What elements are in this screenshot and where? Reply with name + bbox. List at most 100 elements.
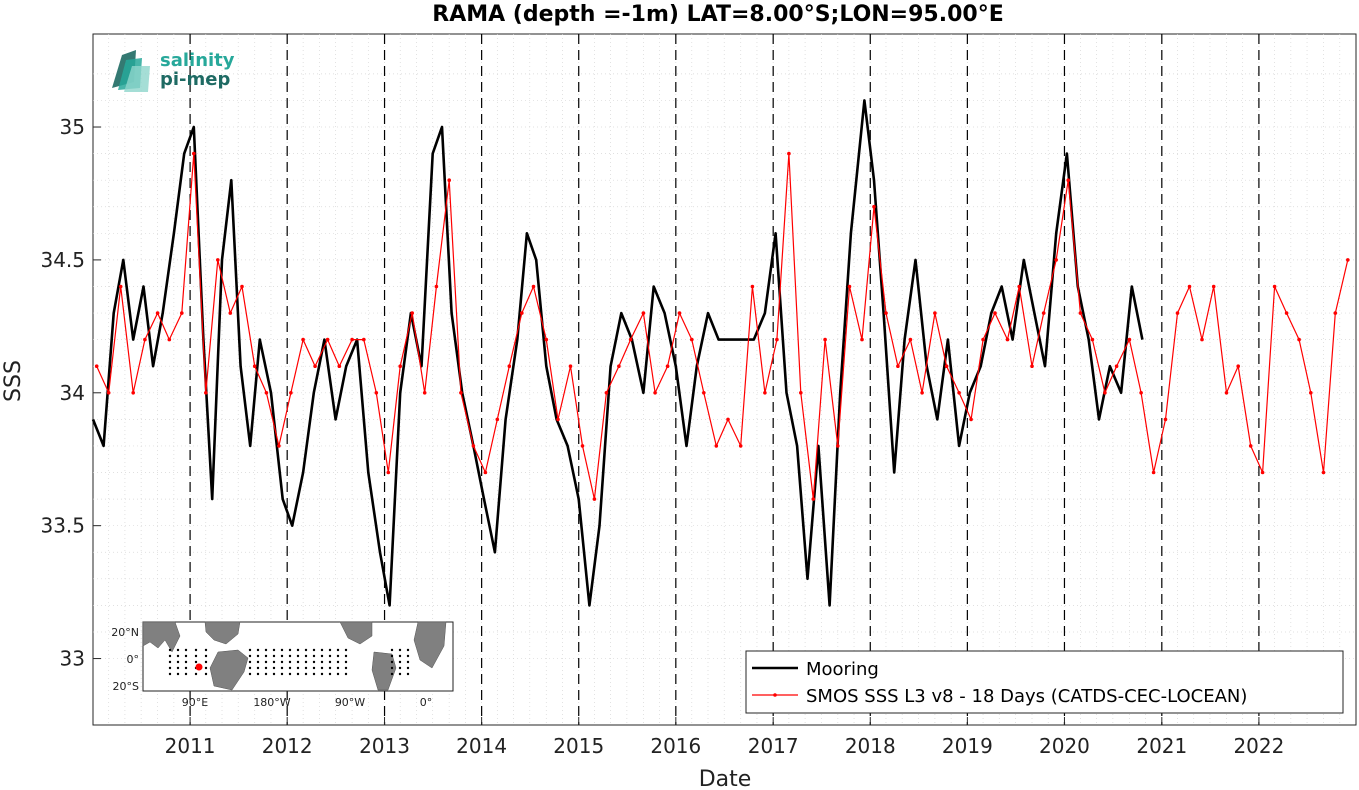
inset-buoy-dot — [390, 672, 394, 676]
inset-buoy-dot — [204, 648, 208, 652]
inset-buoy-dot — [398, 660, 402, 664]
inset-buoy-dot — [168, 666, 172, 670]
data-point-smos — [495, 417, 500, 422]
logo-text-salinity: salinity — [160, 50, 235, 71]
inset-buoy-dot — [184, 660, 188, 664]
inset-buoy-dot — [304, 660, 308, 664]
inset-buoy-dot — [168, 648, 172, 652]
data-point-smos — [592, 497, 597, 501]
inset-buoy-dot — [320, 654, 324, 658]
x-tick-label-2018: 2018 — [845, 734, 896, 758]
inset-buoy-dot — [304, 666, 308, 670]
data-point-smos — [969, 417, 973, 422]
y-tick-label-33.5: 33.5 — [40, 514, 85, 538]
legend: Mooring SMOS SSS L3 v8 - 18 Days (CATDS-… — [745, 650, 1344, 714]
chart-title: RAMA (depth =-1m) LAT=8.00°S;LON=95.00°E — [432, 2, 1003, 27]
inset-buoy-dot — [344, 672, 348, 676]
inset-buoy-dot — [328, 672, 332, 676]
x-axis: 2011 2012 2013 2014 2015 2016 2017 2018 2019 2020… — [165, 717, 1284, 758]
legend-box — [745, 650, 1344, 714]
x-tick-label-2022: 2022 — [1233, 734, 1284, 758]
data-point-smos — [313, 364, 317, 369]
inset-buoy-dot — [398, 672, 402, 676]
data-point-smos — [665, 364, 670, 369]
data-point-smos — [447, 178, 452, 182]
data-point-smos — [1309, 391, 1313, 395]
data-point-smos — [920, 391, 924, 395]
data-point-smos — [653, 391, 657, 395]
data-point-smos — [1297, 337, 1301, 342]
inset-buoy-dot — [398, 654, 402, 658]
inset-buoy-dot — [168, 654, 172, 658]
x-tick-label-2013: 2013 — [359, 734, 410, 758]
inset-buoy-dot — [248, 672, 252, 676]
data-point-smos — [1224, 391, 1229, 395]
x-tick-label-2015: 2015 — [553, 734, 604, 758]
inset-buoy-dot — [390, 648, 394, 652]
inset-buoy-dot — [168, 672, 172, 676]
data-point-smos — [544, 337, 549, 342]
inset-buoy-dot — [336, 666, 340, 670]
inset-buoy-dot — [288, 672, 292, 676]
data-point-smos — [884, 311, 888, 315]
inset-buoy-dot — [248, 666, 252, 670]
inset-buoy-dot — [264, 666, 268, 670]
x-tick-label-2016: 2016 — [650, 734, 701, 758]
inset-buoy-dot — [406, 654, 410, 658]
data-point-smos — [1041, 311, 1046, 315]
inset-ylabel-20n: 20°N — [111, 626, 139, 639]
data-point-smos — [350, 337, 354, 342]
data-point-smos — [180, 311, 184, 315]
data-point-smos — [799, 391, 803, 395]
data-point-smos — [1187, 284, 1192, 289]
inset-buoy-dot — [398, 648, 402, 652]
inset-buoy-dot — [204, 666, 208, 670]
inset-buoy-dot — [296, 660, 300, 664]
inset-buoy-dot — [176, 648, 180, 652]
logo-text-pi-mep: pi-mep — [160, 69, 230, 90]
inset-buoy-dot — [176, 672, 180, 676]
series-line-mooring — [91, 99, 1144, 607]
data-point-smos — [118, 284, 123, 289]
inset-buoy-dot — [344, 660, 348, 664]
data-point-smos — [775, 337, 779, 342]
inset-buoy-dot — [288, 654, 292, 658]
legend-label-mooring: Mooring — [806, 659, 879, 680]
y-tick-label-35: 35 — [60, 115, 85, 139]
data-point-smos — [471, 444, 476, 448]
inset-buoy-dot — [304, 672, 308, 676]
data-point-smos — [1248, 444, 1253, 448]
data-point-smos — [1333, 311, 1338, 315]
inset-buoy-dot — [272, 660, 276, 664]
data-point-smos — [1321, 470, 1326, 475]
data-point-smos — [617, 364, 621, 369]
inset-buoy-dot — [280, 672, 284, 676]
data-point-smos — [860, 337, 864, 342]
x-tick-label-2019: 2019 — [942, 734, 993, 758]
data-point-smos — [1078, 311, 1083, 315]
data-point-smos — [836, 444, 840, 448]
data-point-smos — [726, 417, 730, 422]
data-point-smos — [1066, 178, 1070, 182]
data-point-smos — [1163, 417, 1168, 422]
inset-buoy-dot — [320, 666, 324, 670]
inset-buoy-dot — [406, 666, 410, 670]
data-point-smos — [847, 284, 852, 289]
data-point-smos — [1151, 470, 1156, 475]
data-point-smos — [398, 364, 403, 369]
data-point-smos — [1114, 364, 1119, 369]
data-point-smos — [1284, 311, 1289, 315]
salinity-pi-mep-logo: salinity pi-mep — [112, 50, 235, 92]
plot-area — [91, 33, 1357, 726]
inset-buoy-dot — [312, 666, 316, 670]
inset-buoy-dot — [336, 660, 340, 664]
inset-buoy-dot — [344, 648, 348, 652]
data-point-smos — [106, 391, 111, 395]
data-point-smos — [896, 364, 900, 369]
inset-buoy-dot — [176, 660, 180, 664]
inset-buoy-dot — [248, 648, 252, 652]
data-point-smos — [1346, 258, 1350, 262]
inset-buoy-dot — [288, 666, 292, 670]
inset-buoy-dot — [328, 654, 332, 658]
inset-buoy-dot — [204, 654, 208, 658]
